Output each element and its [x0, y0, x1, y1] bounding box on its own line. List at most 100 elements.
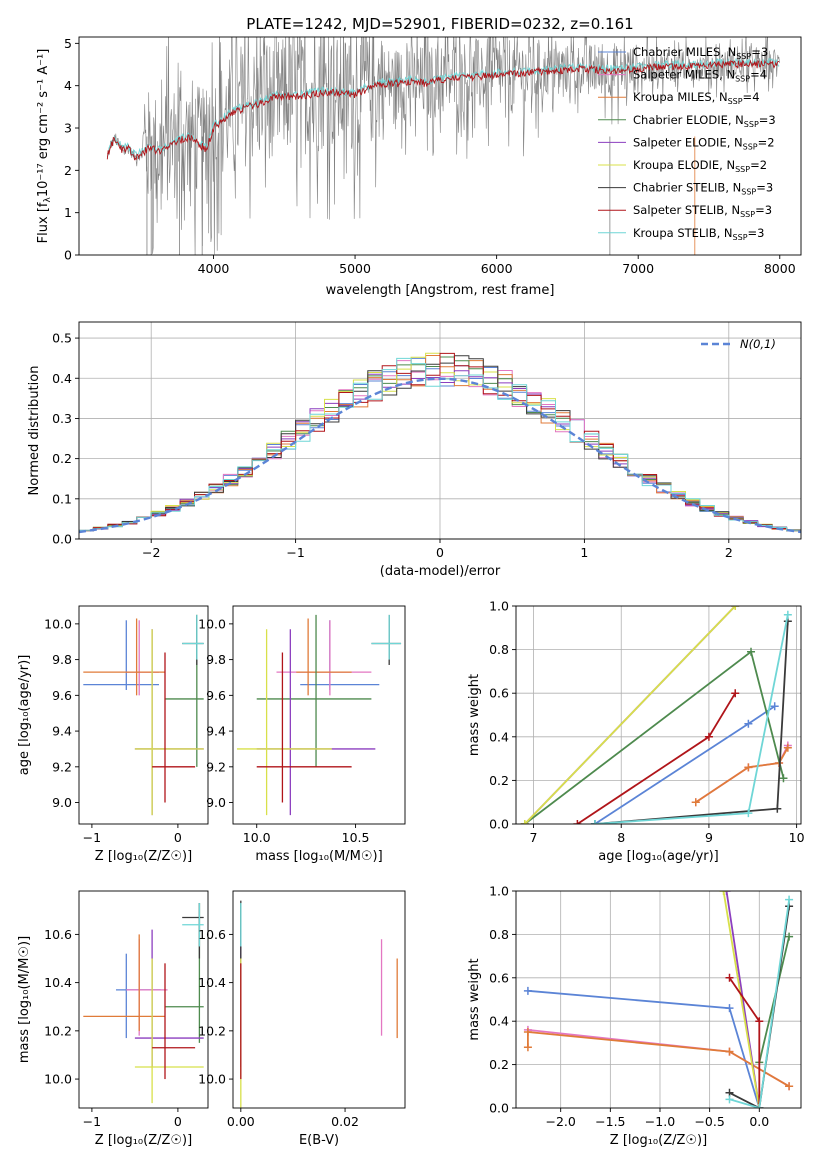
x-tick-label: 7000 — [622, 261, 654, 276]
y-tick-label: 10.4 — [198, 975, 226, 990]
y-tick-label: 2 — [64, 163, 72, 178]
x-axis-label: Z [log₁₀(Z/Z☉)] — [95, 849, 192, 864]
y-tick-label: 0.4 — [52, 371, 72, 386]
y-axis-label: age [log₁₀(age/yr)] — [17, 655, 32, 776]
age-weight-plot — [520, 606, 792, 824]
x-tick-label: 7 — [530, 830, 538, 845]
y-tick-label: 0.2 — [489, 1057, 509, 1072]
y-axis-label: Flux [fλ10⁻¹⁷ erg cm⁻² s⁻¹ A⁻¹] — [36, 49, 53, 244]
weight-point-marker — [785, 895, 794, 904]
weight-point-marker — [523, 1043, 532, 1052]
x-tick-label: 6000 — [481, 261, 513, 276]
x-axis-label: Z [log₁₀(Z/Z☉)] — [610, 1133, 707, 1148]
y-tick-label: 0.3 — [52, 411, 72, 426]
spectrum-axes: 4000 5000 6000 7000 8000 0 1 2 3 4 5 wavelength [An… — [36, 36, 796, 298]
y-tick-label: 10.2 — [198, 1023, 226, 1038]
age-weight-frame — [515, 605, 802, 825]
y-tick-label: 0.2 — [489, 773, 509, 788]
weight-point-marker — [725, 1095, 734, 1104]
y-tick-label: 10.0 — [44, 1072, 72, 1087]
x-tick-label: 2 — [725, 545, 733, 560]
x-tick-label: −2 — [142, 545, 160, 560]
model-spectrum-line — [106, 59, 780, 161]
histogram-step — [79, 357, 801, 532]
legend-entry: Chabrier ELODIE, NSSP=3 — [633, 113, 776, 129]
legend-entry: Chabrier STELIB, NSSP=3 — [633, 181, 773, 197]
y-tick-label: 0.1 — [52, 491, 72, 506]
y-tick-label: 9.6 — [52, 688, 72, 703]
spectrum-frame — [78, 36, 802, 256]
x-tick-label: 8 — [617, 830, 625, 845]
weight-point-marker — [785, 932, 794, 941]
weight-point-marker — [785, 1082, 794, 1091]
x-tick-label: −1 — [83, 830, 101, 845]
y-tick-label: 9.4 — [52, 724, 72, 739]
x-tick-label: 5000 — [339, 261, 371, 276]
x-tick-label: 10.5 — [342, 830, 370, 845]
mass-age-axes: 10.0 10.5 9.0 9.2 9.4 9.6 9.8 10.0 mass [log₁₀(M… — [198, 616, 383, 864]
x-axis-label: wavelength [Angstrom, rest frame] — [326, 283, 555, 298]
y-tick-label: 3 — [64, 121, 72, 136]
y-tick-label: 10.6 — [44, 927, 72, 942]
observed-spectrum-line — [107, 37, 780, 255]
y-tick-label: 9.4 — [206, 724, 226, 739]
y-tick-label: 9.8 — [52, 652, 72, 667]
y-tick-label: 0.0 — [52, 532, 72, 547]
x-axis-label: age [log₁₀(age/yr)] — [598, 849, 719, 864]
weight-point-marker — [779, 774, 788, 783]
x-tick-label: 0.02 — [331, 1114, 359, 1129]
spectrum-legend: Chabrier MILES, NSSP=3 Salpeter MILES, NS… — [598, 45, 776, 242]
z-age-axes: −1 0 9.0 9.2 9.4 9.6 9.8 10.0 Z [log₁₀(Z/Z☉)] age… — [17, 616, 192, 864]
weight-series-line — [729, 899, 790, 1108]
legend-entry: Salpeter ELODIE, NSSP=2 — [633, 135, 775, 151]
z-weight-frame — [515, 890, 802, 1109]
legend-entry: Kroupa ELODIE, NSSP=2 — [633, 158, 767, 174]
residuals-frame — [78, 321, 802, 540]
x-tick-label: 0.0 — [749, 1114, 769, 1129]
mass-age-frame — [232, 605, 406, 825]
weight-point-marker — [722, 891, 731, 895]
y-tick-label: 0.4 — [489, 729, 509, 744]
ebv-mass-axes: 0.00 0.02 10.0 10.2 10.4 10.6 E(B-V) — [198, 927, 359, 1148]
weight-point-marker — [520, 820, 529, 824]
z-mass-frame — [78, 890, 209, 1109]
ebv-mass-plot — [240, 900, 398, 1108]
y-tick-label: 9.8 — [206, 652, 226, 667]
y-axis-label: mass [log₁₀(M/M☉)] — [17, 936, 32, 1063]
x-tick-label: 0 — [174, 830, 182, 845]
y-axis-label: mass weight — [467, 958, 482, 1040]
x-tick-label: 0 — [174, 1114, 182, 1129]
x-axis-label: E(B-V) — [299, 1133, 339, 1148]
x-tick-label: −0.5 — [694, 1114, 724, 1129]
legend-entry: Kroupa STELIB, NSSP=3 — [633, 226, 765, 242]
x-tick-label: 0 — [436, 545, 444, 560]
y-tick-label: 10.6 — [198, 927, 226, 942]
weight-point-marker — [744, 719, 753, 728]
weight-point-marker — [755, 1104, 764, 1108]
weight-point-marker — [747, 647, 756, 656]
weight-point-marker — [725, 1047, 734, 1056]
y-axis-label: mass weight — [467, 674, 482, 756]
weight-point-marker — [731, 606, 740, 610]
z-weight-axes: −2.0 −1.5 −1.0 −0.5 0.0 0.0 0.2 0.4 0.6 0.8 1.0 Z [… — [467, 884, 801, 1148]
figure-title: PLATE=1242, MJD=52901, FIBERID=0232, z=0… — [246, 15, 633, 33]
y-tick-label: 0.8 — [489, 927, 509, 942]
y-tick-label: 10.4 — [44, 975, 72, 990]
z-age-plot — [83, 614, 204, 816]
y-tick-label: 9.2 — [52, 759, 72, 774]
x-tick-label: −1.0 — [645, 1114, 675, 1129]
x-tick-label: 8000 — [764, 261, 796, 276]
normal-curve — [79, 377, 801, 534]
weight-point-marker — [755, 1017, 764, 1026]
weight-point-marker — [744, 809, 753, 818]
z-mass-plot — [83, 903, 204, 1104]
ebv-mass-frame — [232, 890, 406, 1109]
weight-series-line — [722, 891, 761, 1108]
spectrum-plot — [106, 37, 780, 255]
weight-point-marker — [725, 973, 734, 982]
y-tick-label: 1.0 — [489, 599, 509, 614]
y-tick-label: 9.0 — [52, 795, 72, 810]
weight-point-marker — [590, 820, 599, 824]
weight-point-marker — [783, 743, 792, 752]
legend-entry: Salpeter MILES, NSSP=4 — [633, 68, 767, 84]
